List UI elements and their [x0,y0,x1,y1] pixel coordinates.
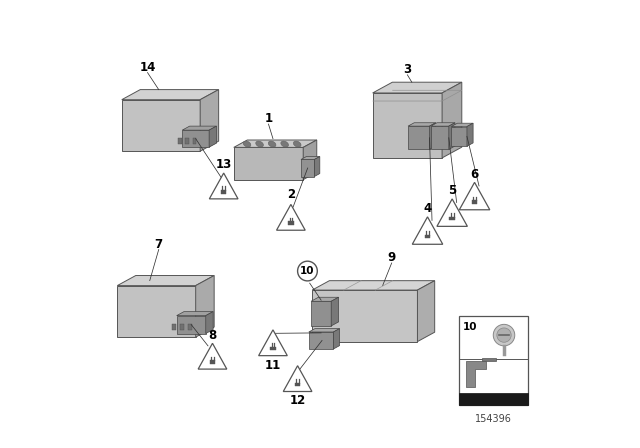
Polygon shape [303,140,317,180]
Polygon shape [182,130,209,147]
Polygon shape [200,90,219,151]
Polygon shape [234,147,303,180]
Bar [186,138,189,144]
Polygon shape [209,173,238,199]
Bar [180,323,184,330]
Polygon shape [472,200,477,204]
Polygon shape [417,280,435,342]
Polygon shape [312,280,435,290]
Polygon shape [451,123,473,127]
Text: 12: 12 [289,394,306,408]
Polygon shape [451,127,467,146]
Polygon shape [372,82,462,93]
Polygon shape [482,358,495,361]
Polygon shape [466,361,486,387]
Polygon shape [449,123,455,150]
Ellipse shape [281,141,289,147]
Polygon shape [459,316,529,405]
Polygon shape [177,315,206,333]
Polygon shape [311,297,339,302]
Text: 13: 13 [216,158,232,172]
Circle shape [298,261,317,281]
Ellipse shape [243,141,251,147]
Text: 14: 14 [140,60,156,74]
Polygon shape [301,159,314,177]
Polygon shape [412,217,443,244]
Polygon shape [372,93,442,158]
Polygon shape [209,126,216,147]
Polygon shape [449,217,455,220]
Text: 154396: 154396 [475,414,512,424]
Polygon shape [431,123,455,126]
Bar [193,138,196,144]
Ellipse shape [293,141,301,147]
Polygon shape [333,329,340,349]
Polygon shape [288,221,294,225]
Polygon shape [270,347,276,350]
Polygon shape [295,383,300,386]
Text: 7: 7 [155,237,163,251]
Polygon shape [276,204,305,230]
Polygon shape [308,329,340,332]
Circle shape [497,328,511,342]
Polygon shape [301,156,320,159]
Bar [178,138,182,144]
Polygon shape [437,199,467,226]
Polygon shape [117,276,214,286]
Text: 5: 5 [448,184,456,197]
Polygon shape [196,276,214,337]
Bar [188,323,192,330]
Polygon shape [408,126,429,150]
Polygon shape [312,290,417,342]
Circle shape [493,324,515,346]
Polygon shape [210,360,215,364]
Text: 10: 10 [300,266,315,276]
Polygon shape [284,366,312,392]
Polygon shape [332,297,339,326]
Bar [172,323,176,330]
Polygon shape [234,140,317,147]
Polygon shape [442,82,462,158]
Polygon shape [429,123,436,150]
Polygon shape [198,343,227,369]
Text: 3: 3 [403,63,412,76]
Polygon shape [308,332,333,349]
Polygon shape [467,123,473,146]
Polygon shape [221,190,227,194]
Polygon shape [177,312,213,315]
Polygon shape [117,286,196,337]
Ellipse shape [268,141,276,147]
Text: 8: 8 [209,328,216,342]
Text: 11: 11 [265,358,281,372]
Text: 4: 4 [424,202,431,215]
Text: 6: 6 [470,168,479,181]
Polygon shape [182,126,216,130]
Polygon shape [122,90,219,100]
Polygon shape [311,302,332,326]
Polygon shape [460,182,490,210]
Text: 2: 2 [287,188,295,202]
Polygon shape [314,156,320,177]
Text: 10: 10 [463,322,477,332]
Polygon shape [408,123,436,126]
Polygon shape [122,100,200,151]
Ellipse shape [256,141,264,147]
Polygon shape [459,393,529,405]
Polygon shape [431,126,449,150]
Text: 1: 1 [264,112,273,125]
Polygon shape [425,235,430,238]
Polygon shape [206,312,213,333]
Text: 9: 9 [388,251,396,264]
Polygon shape [259,330,287,356]
